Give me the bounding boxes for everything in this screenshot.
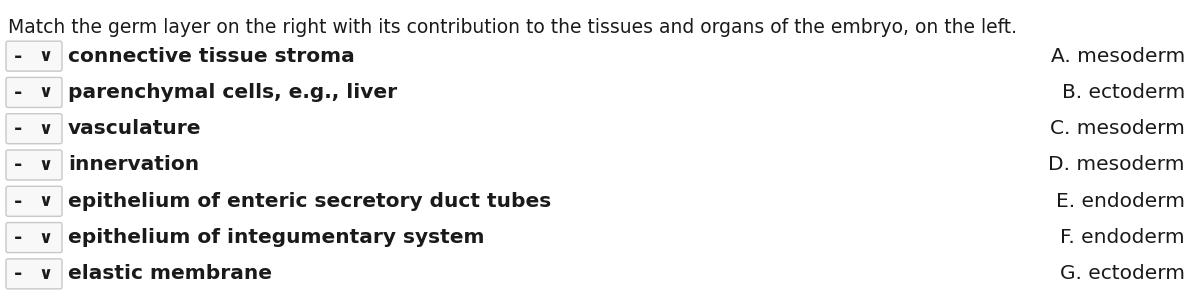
Text: -: - (14, 83, 22, 102)
Text: epithelium of integumentary system: epithelium of integumentary system (68, 228, 485, 247)
Text: -: - (14, 119, 22, 138)
FancyBboxPatch shape (6, 222, 62, 253)
Text: connective tissue stroma: connective tissue stroma (68, 47, 355, 66)
Text: vasculature: vasculature (68, 119, 202, 138)
Text: -: - (14, 47, 22, 66)
FancyBboxPatch shape (6, 259, 62, 289)
FancyBboxPatch shape (6, 186, 62, 216)
Text: ∨: ∨ (38, 83, 52, 101)
FancyBboxPatch shape (6, 150, 62, 180)
Text: A. mesoderm: A. mesoderm (1051, 47, 1186, 66)
Text: innervation: innervation (68, 155, 199, 175)
FancyBboxPatch shape (6, 114, 62, 144)
Text: parenchymal cells, e.g., liver: parenchymal cells, e.g., liver (68, 83, 397, 102)
Text: ∨: ∨ (38, 120, 52, 138)
Text: ∨: ∨ (38, 192, 52, 210)
Text: ∨: ∨ (38, 47, 52, 65)
FancyBboxPatch shape (6, 41, 62, 71)
Text: E. endoderm: E. endoderm (1056, 192, 1186, 211)
Text: ∨: ∨ (38, 156, 52, 174)
Text: -: - (14, 264, 22, 283)
Text: D. mesoderm: D. mesoderm (1049, 155, 1186, 175)
Text: epithelium of enteric secretory duct tubes: epithelium of enteric secretory duct tub… (68, 192, 551, 211)
Text: ∨: ∨ (38, 265, 52, 283)
Text: Match the germ layer on the right with its contribution to the tissues and organ: Match the germ layer on the right with i… (8, 18, 1018, 37)
Text: elastic membrane: elastic membrane (68, 264, 272, 283)
Text: -: - (14, 228, 22, 247)
Text: -: - (14, 155, 22, 175)
FancyBboxPatch shape (6, 77, 62, 107)
Text: G. ectoderm: G. ectoderm (1060, 264, 1186, 283)
Text: B. ectoderm: B. ectoderm (1062, 83, 1186, 102)
Text: ∨: ∨ (38, 228, 52, 247)
Text: F. endoderm: F. endoderm (1061, 228, 1186, 247)
Text: C. mesoderm: C. mesoderm (1050, 119, 1186, 138)
Text: -: - (14, 192, 22, 211)
